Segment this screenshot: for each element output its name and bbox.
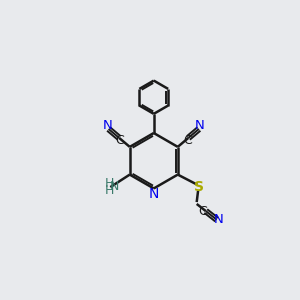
Text: S: S <box>194 180 204 194</box>
Text: C: C <box>198 205 207 218</box>
Text: C: C <box>115 134 124 147</box>
Text: N: N <box>214 213 224 226</box>
Text: H: H <box>104 184 114 197</box>
Text: N: N <box>148 187 159 201</box>
Text: N: N <box>103 119 112 133</box>
Text: C: C <box>184 134 192 147</box>
Text: H: H <box>104 177 114 190</box>
Text: N: N <box>195 119 205 133</box>
Text: N: N <box>109 180 119 193</box>
